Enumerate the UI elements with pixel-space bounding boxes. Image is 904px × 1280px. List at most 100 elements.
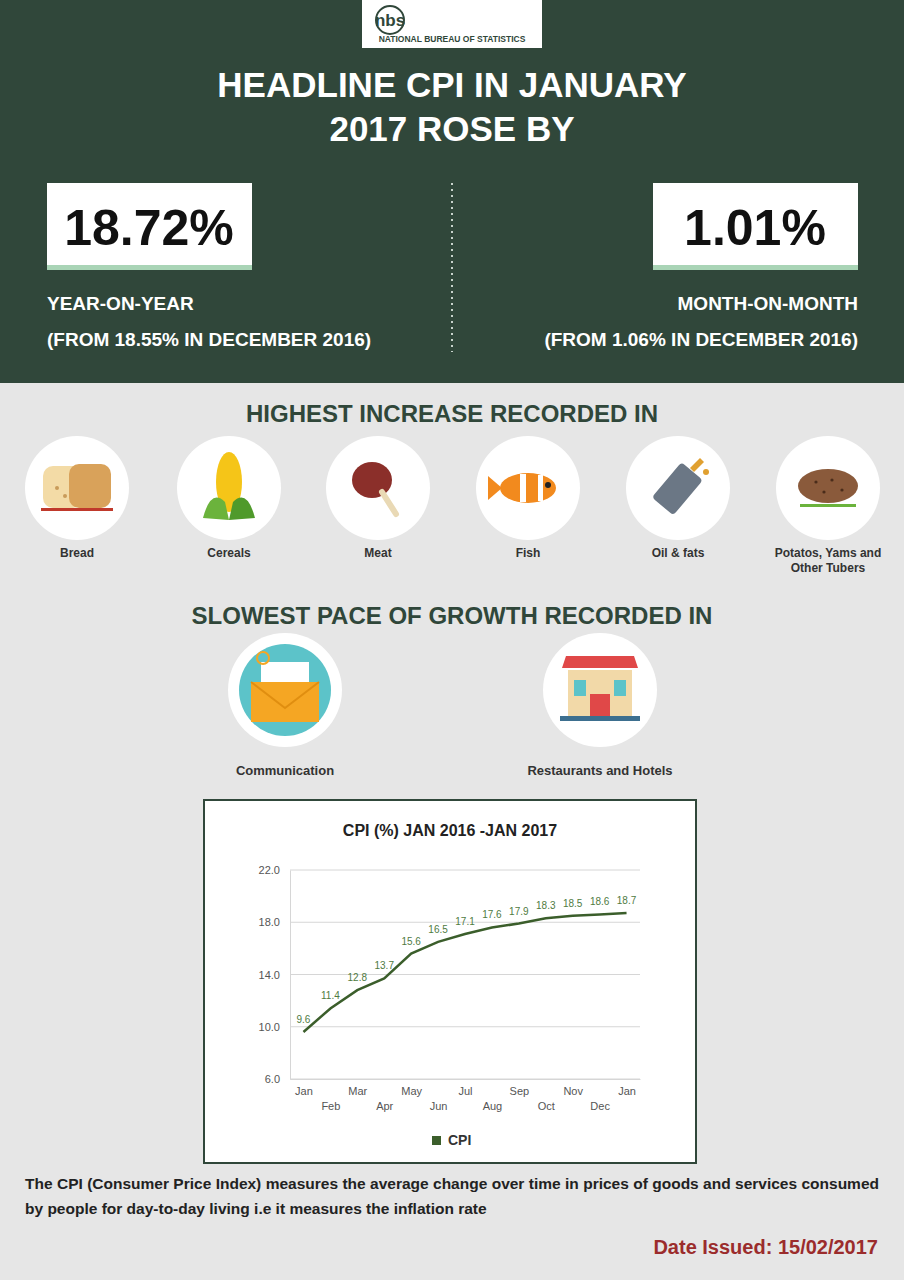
y-tick-label: 22.0: [259, 864, 280, 876]
category-item: [25, 436, 129, 540]
stat-label: MONTH-ON-MONTH: [678, 293, 858, 314]
x-tick: Oct: [538, 1079, 555, 1112]
data-label: 17.6: [482, 909, 502, 920]
icon-part: [574, 680, 586, 696]
category-item: [476, 436, 580, 540]
category-item: [776, 436, 880, 540]
page-canvas: nbs NATIONAL BUREAU OF STATISTICS HEADLINE…: [0, 0, 904, 1280]
icon-part: [55, 486, 59, 490]
icon-part: [41, 508, 113, 511]
x-tick-label: Feb: [321, 1100, 340, 1112]
data-label: 13.7: [374, 960, 394, 971]
cpi-line: [303, 913, 626, 1032]
chart: CPI (%) JAN 2016 -JAN 2017 6.0 10.0 14.0 18.…: [204, 800, 696, 1163]
y-tick-label: 6.0: [265, 1073, 280, 1085]
category-item: [177, 436, 281, 540]
icon-circle: [476, 436, 580, 540]
category-item: [626, 436, 730, 540]
x-tick-label: Jan: [618, 1085, 636, 1097]
x-tick: Sep: [510, 1079, 530, 1097]
icon-part: [703, 469, 709, 475]
icon-part: [500, 473, 556, 503]
x-tick-label: Aug: [483, 1100, 503, 1112]
category-label: Potatos, Yams and Other Tubers: [768, 546, 888, 576]
icon-part: [538, 475, 543, 501]
data-label: 18.5: [563, 898, 583, 909]
stat-box-underline: [653, 265, 858, 270]
definition-text: The CPI (Consumer Price Index) measures …: [25, 1171, 879, 1221]
y-tick: 14.0: [259, 969, 290, 981]
icon-part: [822, 490, 825, 493]
x-tick: Jun: [430, 1079, 448, 1112]
icon-part: [251, 682, 319, 708]
icon-part: [63, 494, 67, 498]
x-tick-label: Mar: [348, 1085, 367, 1097]
section-heading: SLOWEST PACE OF GROWTH RECORDED IN: [192, 602, 713, 629]
y-tick: 22.0: [259, 864, 290, 876]
icon-circle: [25, 436, 129, 540]
grid: [290, 870, 640, 1079]
agency-name: NATIONAL BUREAU OF STATISTICS: [379, 34, 526, 44]
chart-frame: [204, 800, 696, 1163]
icon-part: [203, 498, 229, 520]
slowest-section: SLOWEST PACE OF GROWTH RECORDED INCommun…: [192, 602, 713, 778]
icon-circle: [626, 436, 730, 540]
stat-note: (FROM 18.55% IN DECEMBER 2016): [47, 329, 371, 350]
data-label: 16.5: [428, 924, 448, 935]
icon-circle: [177, 436, 281, 540]
x-tick: Nov: [563, 1079, 583, 1097]
stat-box-underline: [47, 265, 252, 270]
icon-part: [382, 492, 396, 514]
issue-date: Date Issued: 15/02/2017: [653, 1236, 878, 1258]
icon-part: [520, 474, 526, 502]
icon-part: [590, 694, 610, 718]
category-label: Cereals: [169, 546, 289, 561]
grid-line: [290, 870, 640, 871]
x-tick-label: Jul: [458, 1085, 472, 1097]
header-background: [0, 0, 904, 383]
icon-part: [840, 488, 843, 491]
category-item: [543, 633, 657, 747]
stat-box: [47, 183, 252, 269]
y-tick-label: 14.0: [259, 969, 280, 981]
x-tick: Mar: [348, 1079, 367, 1097]
icon-circle: [776, 436, 880, 540]
x-tick-label: May: [401, 1085, 422, 1097]
icon-part: [814, 480, 817, 483]
data-label: 17.9: [509, 906, 529, 917]
y-tick: 6.0: [265, 1073, 290, 1085]
section-heading: HIGHEST INCREASE RECORDED IN: [246, 400, 658, 427]
x-tick: Feb: [321, 1079, 340, 1112]
logo-box: [362, 0, 542, 48]
icon-part: [69, 464, 111, 508]
y-tick: 10.0: [259, 1021, 290, 1033]
icon-part: [545, 482, 551, 488]
title-line: HEADLINE CPI IN JANUARY: [217, 65, 686, 104]
data-label: 18.3: [536, 900, 556, 911]
x-tick-label: Jan: [295, 1085, 313, 1097]
x-tick-label: Dec: [590, 1100, 610, 1112]
y-tick-label: 18.0: [259, 916, 280, 928]
icon-part: [568, 670, 632, 718]
chart-title: CPI (%) JAN 2016 -JAN 2017: [343, 822, 557, 839]
x-tick-label: Jun: [430, 1100, 448, 1112]
logo-text: nbs: [375, 11, 405, 30]
x-tick: Dec: [590, 1079, 610, 1112]
x-tick-label: Sep: [510, 1085, 530, 1097]
stat-mom: 1.01%MONTH-ON-MONTH(FROM 1.06% IN DECEMB…: [544, 183, 858, 350]
x-axis: JanFebMarAprMayJunJulAugSepOctNovDecJan: [291, 1079, 641, 1112]
icon-part: [560, 716, 640, 721]
icon-part: [562, 656, 638, 668]
legend-swatch: [432, 1136, 441, 1145]
icon-part: [239, 644, 331, 736]
stat-figure: 18.72%: [64, 200, 234, 256]
x-tick: May: [401, 1079, 422, 1097]
header: nbs NATIONAL BUREAU OF STATISTICS HEADLINE…: [0, 0, 904, 383]
category-label: Bread: [17, 546, 137, 561]
category-label: Restaurants and Hotels: [527, 763, 672, 778]
title-line: 2017 ROSE BY: [329, 109, 574, 148]
grid-line: [290, 1026, 640, 1027]
grid-line: [290, 974, 640, 975]
x-tick: Aug: [483, 1079, 503, 1112]
category-label: Fish: [468, 546, 588, 561]
